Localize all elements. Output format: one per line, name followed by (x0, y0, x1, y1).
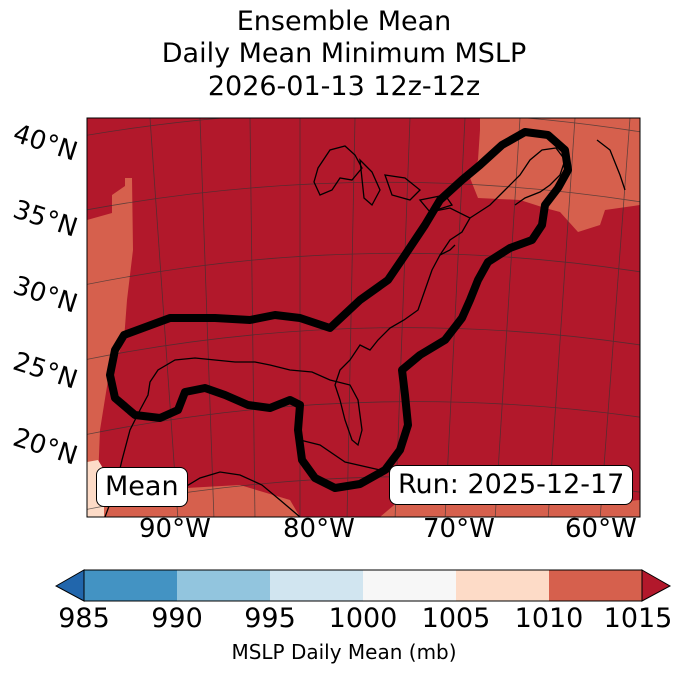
colorbar-segment-1000-1005 (363, 570, 456, 601)
colorbar-segment-1010-1015 (549, 570, 642, 601)
colorbar-segment-990-995 (177, 570, 270, 601)
title-line-3: 2026-01-13 12z-12z (207, 71, 481, 102)
colorbar-label: MSLP Daily Mean (mb) (231, 640, 457, 664)
run-date-label-box: Run: 2025-12-17 (389, 465, 634, 505)
colorbar-frame (83, 569, 643, 602)
map-frame (86, 117, 641, 518)
colorbar-extend-high (641, 569, 672, 602)
colorbar-tick-1005: 1005 (421, 603, 491, 634)
mslp-field-1005-1010-northeast (470, 118, 640, 232)
colorbar-tick-1000: 1000 (328, 603, 398, 634)
colorbar-extend-low (54, 569, 85, 602)
mean-label-box: Mean (96, 467, 188, 507)
lon-label-80w: 80°W (283, 514, 355, 544)
colorbar-segment-995-1000 (270, 570, 363, 601)
colorbar-tick-1015: 1015 (603, 603, 673, 634)
lon-label-60w: 60°W (565, 514, 637, 544)
lon-label-70w: 70°W (423, 514, 495, 544)
colorbar-tick-1010: 1010 (514, 603, 584, 634)
colorbar-segment-1005-1010 (456, 570, 549, 601)
title-line-2: Daily Mean Minimum MSLP (161, 38, 527, 69)
colorbar-tick-995: 995 (244, 603, 296, 634)
threshold-contour (106, 128, 572, 492)
colorbar-tick-990: 990 (151, 603, 203, 634)
colorbar-tick-985: 985 (58, 603, 110, 634)
title-line-1: Ensemble Mean (236, 6, 452, 37)
coastline (104, 139, 626, 517)
lon-label-90w: 90°W (139, 514, 211, 544)
colorbar-segment-985-990 (84, 570, 177, 601)
